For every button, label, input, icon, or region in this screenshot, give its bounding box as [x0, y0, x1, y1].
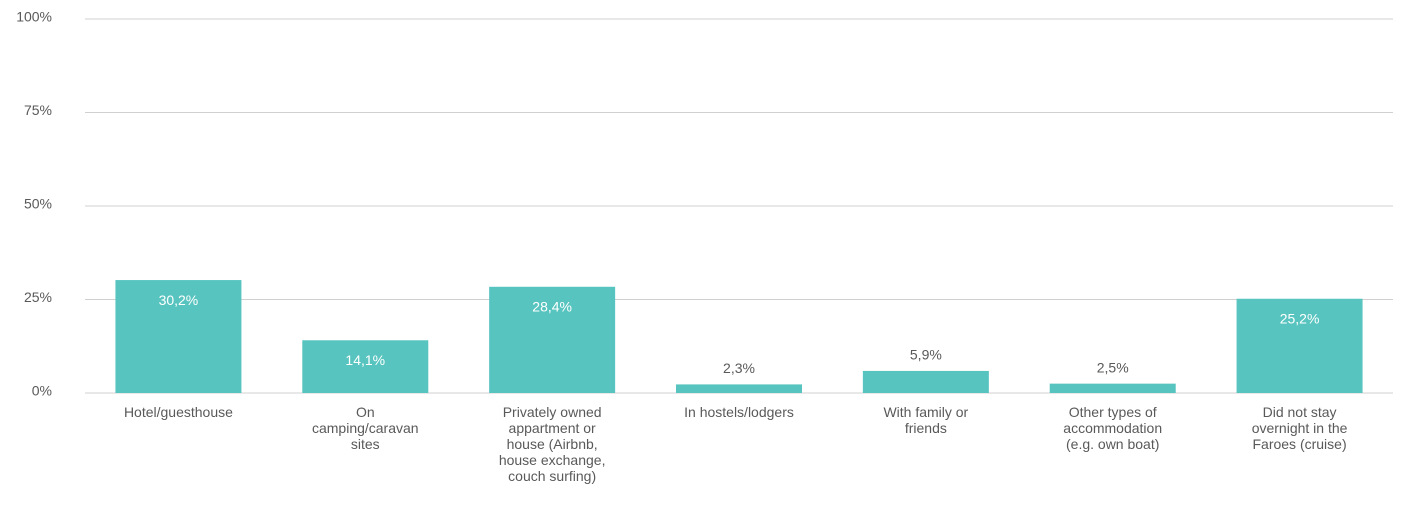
y-tick-label: 50%	[24, 196, 52, 212]
x-tick-label: On camping/caravan sites	[311, 404, 419, 452]
data-label: 30,2%	[159, 292, 199, 308]
x-tick-label: In hostels/lodgers	[684, 404, 794, 420]
y-tick-label: 75%	[24, 102, 52, 118]
x-tick-label: With family or friends	[883, 404, 969, 436]
bar	[862, 370, 989, 393]
bar	[1049, 383, 1176, 393]
x-tick-label: Other types of accommodation (e.g. own b…	[1063, 404, 1163, 452]
y-tick-label: 0%	[32, 383, 52, 399]
x-tick-label: Did not stay overnight in the Faroes (cr…	[1251, 404, 1348, 452]
y-tick-label: 100%	[16, 9, 52, 25]
bar	[115, 280, 242, 393]
y-tick-label: 25%	[24, 289, 52, 305]
data-label: 14,1%	[345, 352, 385, 368]
data-label: 2,3%	[723, 360, 755, 376]
data-label: 28,4%	[532, 298, 572, 314]
data-label: 2,5%	[1097, 359, 1129, 375]
bar	[1236, 298, 1363, 393]
x-tick-label: Privately owned appartment or house (Air…	[498, 404, 606, 484]
bar	[676, 384, 802, 393]
bar	[489, 286, 616, 393]
data-label: 25,2%	[1280, 310, 1320, 326]
bar	[302, 340, 429, 393]
x-tick-label: Hotel/guesthouse	[123, 404, 233, 420]
data-label: 5,9%	[910, 347, 942, 363]
